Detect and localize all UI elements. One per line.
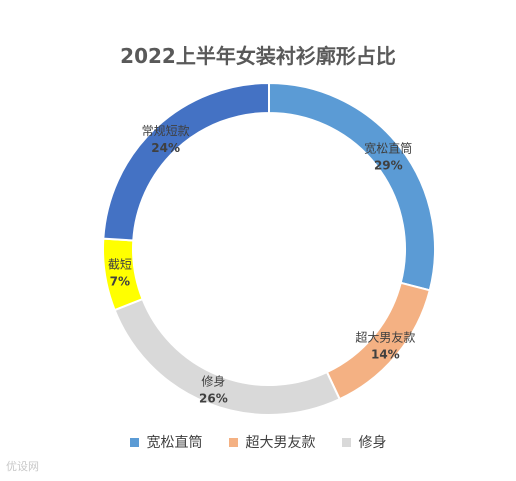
slice-value-label: 26% (199, 391, 228, 405)
legend-label: 超大男友款 (245, 435, 316, 451)
slice-label: 常规短款 (142, 123, 190, 138)
legend-item: 宽松直筒 (129, 432, 203, 452)
slice-label: 超大男友款 (355, 329, 415, 344)
slice-value-label: 7% (110, 275, 130, 289)
legend-label: 宽松直筒 (146, 435, 203, 451)
legend-swatch (129, 437, 139, 447)
chart-title: 2022上半年女装衬衫廓形占比 (120, 44, 396, 68)
slice-5 (102, 81, 270, 242)
slice-label: 修身 (201, 373, 225, 388)
slice-label: 宽松直筒 (364, 140, 412, 155)
slice-value-label: 29% (374, 158, 403, 172)
legend: 宽松直筒 超大男友款 修身 (0, 432, 516, 452)
legend-item: 修身 (341, 432, 387, 452)
legend-swatch (228, 437, 238, 447)
legend-label: 修身 (358, 435, 387, 451)
legend-swatch (341, 437, 351, 447)
slice-value-label: 24% (151, 141, 180, 155)
watermark: 优设网 (6, 460, 39, 473)
slice-label: 截短 (108, 258, 132, 272)
slice-1 (268, 81, 436, 292)
legend-item: 超大男友款 (228, 432, 316, 452)
slice-value-label: 14% (371, 347, 400, 361)
